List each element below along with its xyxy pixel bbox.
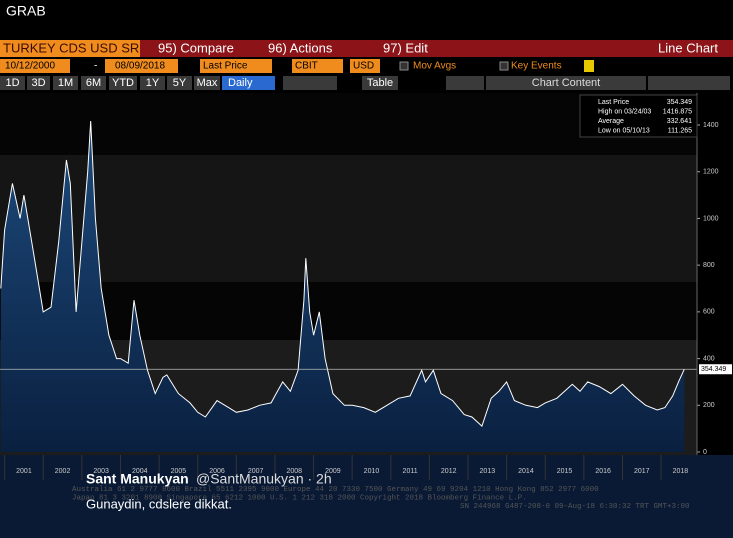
info-icon[interactable] [584,60,594,72]
legend-value: 332.641 [667,118,692,125]
footer-line: Japan 81 3 3201 8900 Singapore 65 6212 1… [72,494,527,502]
last-price-tag [699,364,732,375]
footer-line: Australia 61 2 9777 8600 Brazil 5511 239… [72,486,599,494]
currency: USD [353,61,374,72]
security: TURKEY CDS USD SR [3,40,139,55]
range-label: Max [197,77,218,89]
field-box[interactable] [200,59,272,73]
range-label: 3D [31,77,45,89]
last-price-label: 354.349 [701,366,726,373]
x-tick-label: 2014 [518,468,534,475]
mov-avgs: Mov Avgs [413,61,456,72]
range-label: 1M [58,77,73,89]
x-tick-label: 2011 [403,468,418,475]
y-tick-label: 200 [703,402,715,409]
x-tick-label: 2012 [441,468,457,475]
end-date: 08/09/2018 [115,61,165,72]
key-events-checkbox[interactable] [499,61,509,71]
actions-menu[interactable]: 96) Actions [268,40,333,55]
x-tick-label: 2007 [248,468,264,475]
table-button-box[interactable] [362,76,398,90]
range-label: 5Y [173,77,187,89]
range-button[interactable] [81,76,106,90]
legend-value: 111.265 [668,127,692,134]
source-box[interactable] [292,59,343,73]
start-date: 10/12/2000 [5,61,55,72]
tweet-author: Sant Manukyan [86,471,189,487]
x-tick-label: 2013 [480,468,496,475]
y-tick-label: 1200 [703,169,719,176]
settings-button[interactable] [648,76,730,90]
footer-line: SN 244968 G487-208-0 09-Aug-18 6:30:32 T… [460,503,690,511]
legend-label: High on 03/24/03 [598,108,651,115]
compare-menu[interactable]: 95) Compare [158,40,234,55]
y-tick-label: 0 [703,449,707,456]
mov-avgs-checkbox[interactable] [399,61,409,71]
view-label: Line Chart [658,40,718,55]
x-tick-label: 2016 [595,468,611,475]
tweet-handle: @SantManukyan · 2h [196,471,332,487]
legend-value: 354.349 [667,99,692,106]
x-tick-label: 2002 [55,468,71,475]
source: CBIT [295,61,318,72]
price-line [0,120,685,427]
band [0,155,697,282]
date-dash: - [94,61,97,72]
range-button[interactable] [140,76,165,90]
x-tick-label: 2015 [557,468,573,475]
legend-label: Last Price [598,99,629,106]
security-box[interactable] [0,40,140,57]
tweet-text: Gunaydin, cdslere dikkat. [86,496,232,511]
range-label: 1D [5,77,19,89]
range-button[interactable] [109,76,137,90]
legend-label: Low on 05/10/13 [598,127,650,134]
legend-box [579,94,698,138]
key-events: Key Events [511,61,562,72]
chart-tools[interactable] [283,76,337,90]
range-button[interactable] [53,76,78,90]
frequency: Daily [228,77,253,89]
range-label: 1Y [146,77,160,89]
legend-label: Average [598,118,624,125]
x-tick-label: 2004 [132,468,148,475]
chart-content: Chart Content [532,77,600,89]
range-button[interactable] [194,76,220,90]
y-tick-label: 600 [703,309,715,316]
collapse-button[interactable] [446,76,484,90]
edit-menu[interactable]: 97) Edit [383,40,428,55]
toolbar [0,40,733,57]
currency-box[interactable] [350,59,380,73]
x-tick-label: 2009 [325,468,341,475]
x-tick-label: 2010 [364,468,380,475]
range-button[interactable] [27,76,50,90]
frequency-box[interactable] [222,76,275,90]
field: Last Price [203,61,248,72]
x-tick-label: 2003 [93,468,109,475]
table-button: Table [367,77,393,89]
chart-content-box[interactable] [486,76,646,90]
range-button[interactable] [0,76,25,90]
y-tick-label: 1400 [703,122,719,129]
end-date-box[interactable] [105,59,178,73]
window-title: GRAB [6,3,46,19]
x-tick-label: 2017 [634,468,650,475]
x-tick-label: 2001 [16,468,32,475]
range-label: YTD [112,77,134,89]
range-label: 6M [86,77,101,89]
x-tick-label: 2008 [286,468,302,475]
y-tick-label: 1000 [703,215,719,222]
area-fill [0,121,685,452]
x-tick-label: 2018 [673,468,689,475]
legend-value: 1416.875 [663,108,692,115]
x-tick-label: 2005 [171,468,187,475]
y-tick-label: 800 [703,262,715,269]
x-tick-label: 2006 [209,468,225,475]
range-button[interactable] [167,76,192,90]
footer-background [0,455,733,538]
start-date-box[interactable] [0,59,70,73]
y-tick-label: 400 [703,355,715,362]
